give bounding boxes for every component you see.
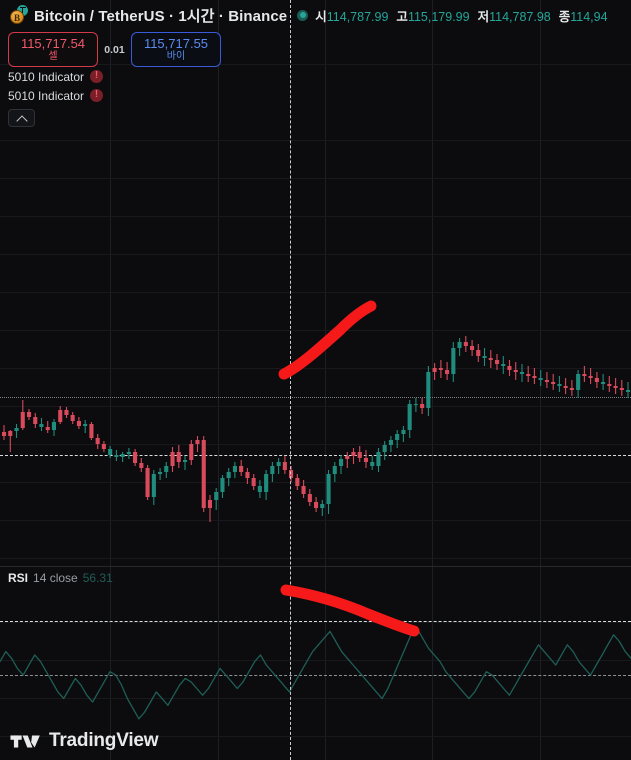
tether-icon (17, 5, 28, 16)
ohlc-close: 종114,94 (558, 9, 608, 24)
buy-button[interactable]: 115,717.55 바이 (131, 32, 221, 67)
crosshair-vertical (290, 0, 291, 760)
indicator-name: 5010 Indicator (8, 88, 85, 103)
sell-button[interactable]: 115,717.54 셀 (8, 32, 98, 67)
symbol-title[interactable]: Bitcoin / TetherUS · 1시간 · Binance (34, 7, 288, 25)
symbol-icons: B (8, 5, 30, 25)
indicator-row-2[interactable]: 5010 Indicator (0, 86, 631, 105)
price-level-dashed (0, 455, 631, 456)
indicator-row-1[interactable]: 5010 Indicator (0, 67, 631, 86)
warning-icon[interactable] (90, 69, 104, 83)
rsi-legend[interactable]: RSI 14 close 56.31 (8, 571, 113, 585)
sell-price: 115,717.54 (20, 35, 86, 51)
price-level-dotted (0, 397, 631, 398)
rsi-value: 56.31 (82, 571, 113, 585)
warning-icon[interactable] (90, 88, 104, 102)
ohlc-values: 시114,787.99 고115,179.99 저114,787.98 종114… (297, 6, 608, 25)
indicator-name: 5010 Indicator (8, 69, 85, 84)
ohlc-open: 시114,787.99 (315, 9, 389, 24)
symbol-header[interactable]: B Bitcoin / TetherUS · 1시간 · Binance 시11… (0, 0, 631, 28)
tradingview-wordmark: TradingView (49, 730, 159, 751)
price-pane[interactable] (0, 0, 631, 566)
rsi-pane[interactable] (0, 567, 631, 727)
tradingview-mark-icon (10, 734, 40, 748)
pane-separator (0, 566, 631, 567)
chart-legend: B Bitcoin / TetherUS · 1시간 · Binance 시11… (0, 0, 631, 127)
bitcoin-icon: B (10, 10, 24, 24)
ohlc-low: 저114,787.98 (477, 9, 551, 24)
candlestick-series (2, 336, 631, 522)
market-open-dot (297, 9, 309, 21)
chevron-up-icon (18, 114, 26, 122)
rsi-line-series (0, 627, 631, 720)
ohlc-high: 고115,179.99 (396, 9, 470, 24)
sell-label: 셀 (48, 50, 58, 62)
rsi-midline (0, 675, 631, 676)
buy-label: 바이 (166, 50, 186, 62)
collapse-legend-button[interactable] (8, 109, 35, 127)
buy-price: 115,717.55 (143, 35, 209, 51)
spread-value: 0.01 (104, 43, 125, 56)
tradingview-logo: TradingView (10, 730, 159, 752)
rsi-name: RSI (8, 571, 29, 585)
rsi-params: 14 close (33, 571, 78, 585)
trade-buttons: 115,717.54 셀 0.01 115,717.55 바이 (0, 28, 631, 67)
